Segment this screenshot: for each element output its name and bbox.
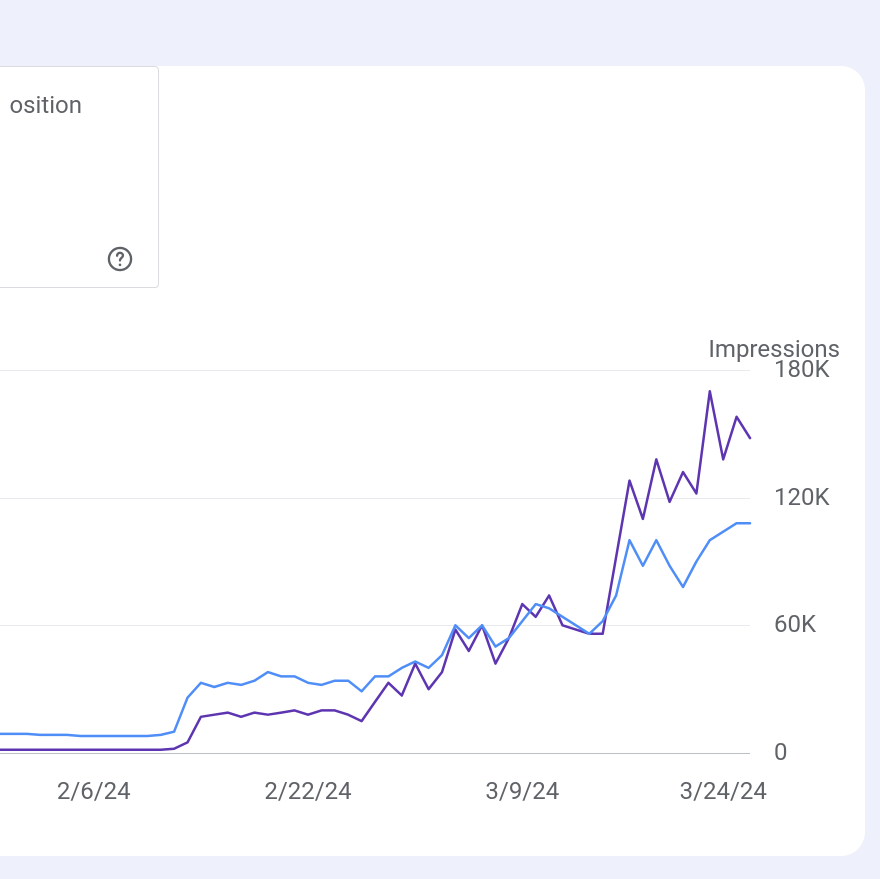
chart-lines-svg	[0, 0, 880, 879]
impressions-series-a	[0, 391, 750, 750]
impressions-chart: Impressions 060K120K180K 2/6/242/22/243/…	[0, 0, 880, 879]
